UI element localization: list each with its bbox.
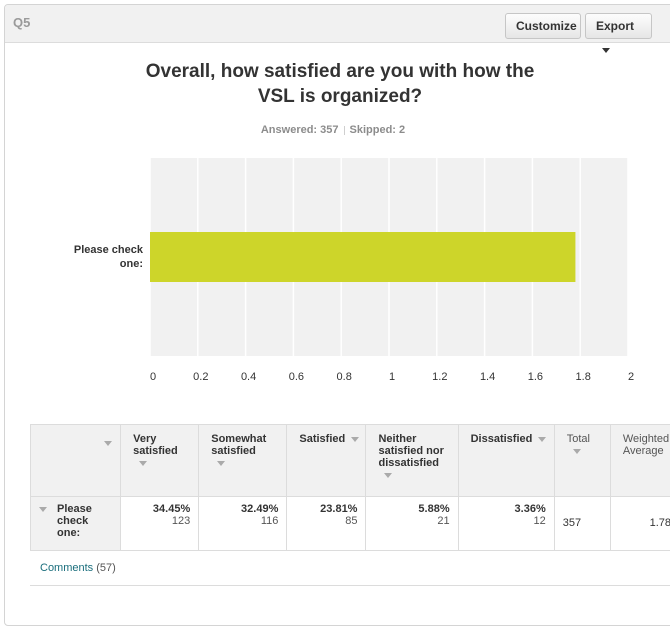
- export-label: Export: [596, 19, 635, 33]
- row-label-cell: Please check one:: [29, 496, 122, 551]
- x-tick-label: 0.4: [241, 371, 256, 383]
- col-header-label: Dissatisfied: [470, 433, 533, 445]
- col-header-label: Satisfied: [299, 433, 346, 445]
- cell-count: 123: [171, 515, 191, 527]
- x-tick-label: 1.4: [480, 371, 495, 383]
- x-tick-label: 1.6: [528, 371, 543, 383]
- cell-percent: 3.36%: [514, 503, 546, 515]
- col-header-label: Neither satisfied nor dissatisfied: [378, 433, 444, 469]
- response-stats: Answered: 357 Skipped: 2: [0, 124, 666, 136]
- expand-icon[interactable]: [39, 507, 47, 512]
- table-row: Please check one: 34.45% 123 32.49% 116 23…: [29, 496, 670, 551]
- x-tick-label: 2: [628, 371, 634, 383]
- col-header-label: Very satisfied: [133, 433, 178, 457]
- sort-icon: [351, 436, 360, 442]
- sort-icon: [104, 441, 113, 446]
- question-title-line1: Overall, how satisfied are you with how …: [145, 61, 535, 82]
- comments-area: Comments (57): [40, 562, 116, 574]
- cell-count: 116: [260, 515, 279, 527]
- sort-icon: [384, 472, 393, 478]
- cell-count: 12: [533, 515, 546, 527]
- x-tick-label: 0.6: [289, 371, 304, 383]
- comments-count: (57): [96, 562, 116, 574]
- divider: [30, 585, 670, 586]
- comments-link[interactable]: Comments: [40, 562, 94, 574]
- panel-header: Q5 Customize Export: [5, 5, 670, 54]
- x-tick-label: 1.2: [432, 371, 447, 383]
- export-button[interactable]: Export: [585, 13, 652, 54]
- cell-weighted-average: 1.78: [609, 496, 670, 551]
- x-tick-label: 1: [389, 371, 395, 383]
- bar: [150, 232, 576, 282]
- cell-neither: 5.88% 21: [365, 496, 459, 551]
- sort-icon: [538, 436, 547, 442]
- stats-divider: [343, 125, 345, 135]
- x-tick-label: 0: [150, 371, 156, 383]
- table-corner-header[interactable]: [29, 424, 122, 497]
- cell-total: 357: [553, 496, 611, 551]
- question-title-line2: VSL is organized?: [257, 86, 423, 107]
- bar-chart: 0 0.2 0.4 0.6 0.8 1 1.2 1.4 1.6 1.8 2 Please check o…: [74, 158, 634, 383]
- table-header-row: Very satisfied Somewhat satisfied Satisf…: [29, 424, 670, 497]
- cell-dissatisfied: 3.36% 12: [457, 496, 555, 551]
- chevron-down-icon: [602, 48, 610, 54]
- question-number: Q5: [13, 15, 31, 30]
- x-tick-label: 0.8: [337, 371, 352, 383]
- cell-satisfied: 23.81% 85: [286, 496, 367, 551]
- customize-button[interactable]: Customize: [505, 13, 581, 39]
- answered-count: Answered: 357: [260, 124, 339, 136]
- x-tick-label: 0.2: [193, 371, 208, 383]
- category-label: Please check: [74, 244, 144, 256]
- col-header-dissatisfied[interactable]: Dissatisfied: [457, 424, 555, 497]
- col-header-neither[interactable]: Neither satisfied nor dissatisfied: [365, 424, 459, 497]
- col-header-label: Somewhat satisfied: [211, 433, 267, 457]
- cell-count: 85: [345, 515, 358, 527]
- cell-count: 21: [437, 515, 450, 527]
- weighted-average-value: 1.78: [649, 517, 670, 529]
- col-header-weighted-average[interactable]: Weighted Average: [609, 424, 670, 497]
- col-header-total[interactable]: Total: [553, 424, 611, 497]
- category-label: one:: [120, 258, 143, 270]
- sort-icon: [572, 448, 581, 454]
- row-label: Please check one:: [57, 503, 92, 539]
- cell-percent: 23.81%: [320, 503, 358, 515]
- question-title: Overall, how satisfied are you with how …: [90, 59, 590, 109]
- total-value: 357: [562, 517, 582, 529]
- x-tick-label: 1.8: [576, 371, 591, 383]
- sort-icon: [217, 460, 226, 466]
- results-table: Very satisfied Somewhat satisfied Satisf…: [29, 424, 670, 551]
- col-header-label: Total: [566, 433, 590, 445]
- cell-percent: 34.45%: [152, 503, 191, 515]
- sort-icon: [139, 460, 148, 466]
- cell-percent: 32.49%: [241, 503, 279, 515]
- col-header-very-satisfied[interactable]: Very satisfied: [120, 424, 200, 497]
- cell-percent: 5.88%: [418, 503, 450, 515]
- col-header-satisfied[interactable]: Satisfied: [286, 424, 367, 497]
- col-header-label: Weighted Average: [622, 433, 670, 457]
- col-header-somewhat-satisfied[interactable]: Somewhat satisfied: [198, 424, 288, 497]
- cell-somewhat-satisfied: 32.49% 116: [198, 496, 288, 551]
- cell-very-satisfied: 34.45% 123: [120, 496, 200, 551]
- skipped-count: Skipped: 2: [349, 124, 406, 136]
